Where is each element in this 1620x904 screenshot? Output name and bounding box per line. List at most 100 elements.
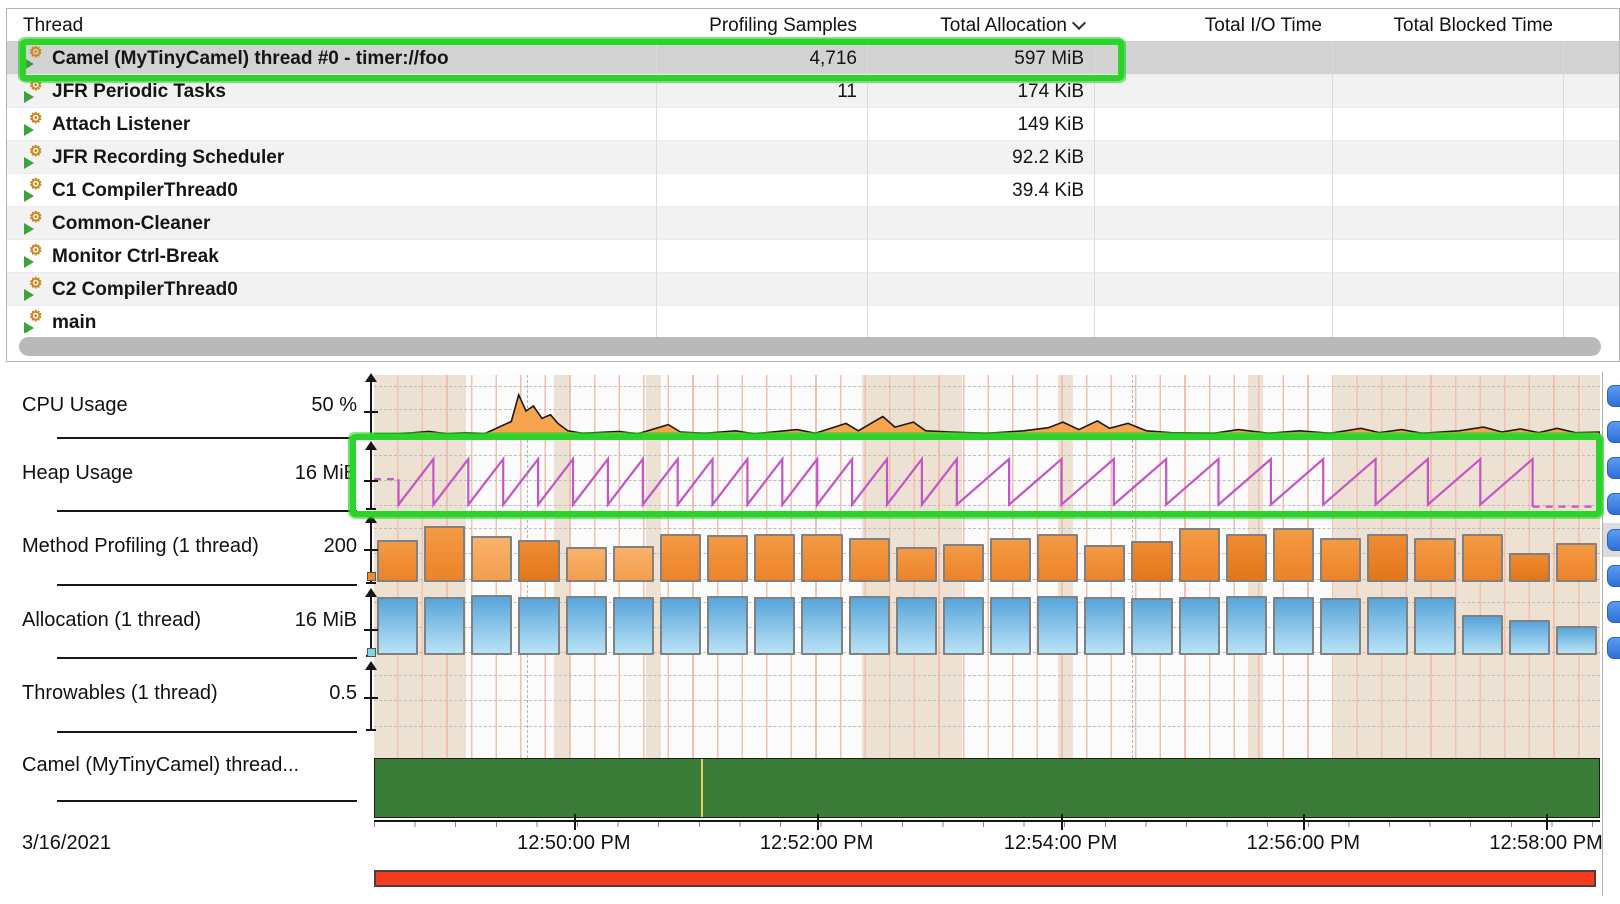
allocation-bar[interactable]: [1508, 620, 1550, 655]
thread-name-cell: ⚙ Attach Listener: [15, 108, 656, 141]
method-profiling-bar[interactable]: [754, 533, 796, 582]
method-profiling-bar[interactable]: [848, 538, 890, 582]
thread-table-row[interactable]: ⚙ main: [7, 306, 1619, 333]
thread-table-row[interactable]: ⚙ C2 CompilerThread0: [7, 273, 1619, 306]
allocation-bar[interactable]: [1178, 597, 1220, 655]
blocked-cell: [1332, 174, 1563, 207]
allocation-cell: [867, 273, 1094, 306]
chart-config-button-icon[interactable]: [1607, 529, 1620, 551]
chart-config-button-icon[interactable]: [1607, 565, 1620, 587]
allocation-bar[interactable]: [707, 596, 749, 655]
method-profiling-bar[interactable]: [565, 546, 607, 582]
chart-config-button-icon[interactable]: [1607, 457, 1620, 479]
allocation-bar[interactable]: [565, 596, 607, 655]
gridline: [374, 675, 1600, 677]
column-divider: [1094, 9, 1095, 339]
gridline: [374, 409, 1600, 411]
horizontal-scrollbar-thumb[interactable]: [19, 337, 1601, 356]
method-profiling-bar[interactable]: [1508, 552, 1550, 582]
method-profiling-bar[interactable]: [1272, 528, 1315, 582]
allocation-bar[interactable]: [1084, 597, 1126, 655]
method-profiling-bar[interactable]: [612, 545, 654, 582]
thread-table-row[interactable]: ⚙ JFR Periodic Tasks 11 174 KiB: [7, 75, 1619, 108]
chart-config-button-icon[interactable]: [1607, 493, 1620, 515]
y-axis-method: [364, 514, 378, 584]
allocation-bar[interactable]: [848, 596, 890, 655]
column-header-io[interactable]: Total I/O Time: [1094, 9, 1332, 42]
thread-name-cell: ⚙ C1 CompilerThread0: [15, 174, 656, 207]
axis-tick: [364, 479, 378, 482]
method-profiling-bar[interactable]: [1084, 544, 1126, 582]
samples-cell: [656, 306, 867, 333]
allocation-cell: 92.2 KiB: [1012, 146, 1084, 168]
method-profiling-bar[interactable]: [1367, 534, 1409, 582]
thread-activity-lane[interactable]: [374, 758, 1600, 818]
column-header-allocation[interactable]: Total Allocation: [867, 9, 1094, 42]
thread-gear-icon: ⚙: [29, 274, 43, 292]
thread-table-row[interactable]: ⚙ Attach Listener 149 KiB: [7, 108, 1619, 141]
allocation-bar[interactable]: [518, 597, 560, 655]
method-profiling-bar[interactable]: [1178, 527, 1220, 582]
method-profiling-bar[interactable]: [377, 539, 419, 582]
allocation-bar[interactable]: [895, 597, 937, 655]
method-profiling-bar[interactable]: [801, 534, 843, 582]
allocation-bar[interactable]: [1320, 598, 1362, 655]
chart-scale-heap: 16 MiB: [294, 461, 357, 484]
thread-play-triangle-icon: [24, 189, 34, 202]
allocation-bar[interactable]: [424, 596, 466, 655]
method-profiling-bar[interactable]: [1225, 534, 1267, 582]
method-profiling-bar[interactable]: [424, 526, 466, 582]
allocation-bar[interactable]: [1272, 597, 1315, 655]
method-profiling-bar[interactable]: [518, 539, 560, 582]
thread-table-row[interactable]: ⚙ Camel (MyTinyCamel) thread #0 - timer:/…: [7, 42, 1619, 75]
method-profiling-bar[interactable]: [895, 547, 937, 582]
allocation-bar[interactable]: [471, 594, 513, 655]
selected-time-range-bar[interactable]: [374, 870, 1596, 887]
thread-table-row[interactable]: ⚙ C1 CompilerThread0 39.4 KiB: [7, 174, 1619, 207]
allocation-bar[interactable]: [1555, 625, 1597, 655]
allocation-bar[interactable]: [990, 597, 1032, 655]
allocation-bar[interactable]: [1414, 597, 1456, 655]
allocation-bar[interactable]: [612, 597, 654, 655]
chart-config-button-icon[interactable]: [1607, 601, 1620, 623]
allocation-bar[interactable]: [942, 597, 984, 655]
thread-table-row[interactable]: ⚙ JFR Recording Scheduler 92.2 KiB: [7, 141, 1619, 174]
column-header-samples[interactable]: Profiling Samples: [656, 9, 867, 42]
method-profiling-bar[interactable]: [1320, 538, 1362, 582]
allocation-bar[interactable]: [1131, 598, 1173, 655]
allocation-bar[interactable]: [377, 597, 419, 655]
method-profiling-bar[interactable]: [1461, 534, 1503, 582]
thread-gear-icon: ⚙: [29, 76, 43, 94]
thread-gear-icon: ⚙: [29, 43, 43, 61]
allocation-bar[interactable]: [1461, 614, 1503, 655]
allocation-bar[interactable]: [1037, 596, 1079, 655]
thread-icon: ⚙: [23, 144, 47, 169]
row-separator: [7, 305, 1619, 306]
allocation-bar[interactable]: [801, 597, 843, 655]
column-divider: [1563, 9, 1564, 339]
thread-table-row[interactable]: ⚙ Monitor Ctrl-Break: [7, 240, 1619, 273]
method-profiling-bar[interactable]: [1131, 541, 1173, 582]
method-profiling-bar[interactable]: [1037, 534, 1079, 582]
thread-table-row[interactable]: ⚙ Common-Cleaner: [7, 207, 1619, 240]
chart-config-button-icon[interactable]: [1607, 421, 1620, 443]
method-profiling-bar[interactable]: [942, 543, 984, 582]
column-header-thread[interactable]: Thread: [7, 9, 656, 42]
method-profiling-bar[interactable]: [1555, 542, 1597, 582]
allocation-bar[interactable]: [1367, 597, 1409, 655]
chart-config-button-icon[interactable]: [1607, 637, 1620, 659]
column-header-blocked[interactable]: Total Blocked Time: [1332, 9, 1563, 42]
chart-config-button-icon[interactable]: [1607, 385, 1620, 407]
method-profiling-bar[interactable]: [707, 535, 749, 582]
allocation-bar[interactable]: [1225, 596, 1267, 655]
thread-play-triangle-icon: [24, 57, 34, 70]
allocation-bar[interactable]: [754, 597, 796, 655]
method-profiling-bar[interactable]: [659, 534, 702, 582]
thread-icon: ⚙: [23, 210, 47, 235]
samples-cell: [656, 141, 867, 174]
method-profiling-bar[interactable]: [1414, 538, 1456, 582]
method-profiling-bar[interactable]: [471, 535, 513, 582]
method-profiling-bar[interactable]: [990, 538, 1032, 582]
allocation-bar[interactable]: [659, 597, 702, 655]
io-cell: [1094, 306, 1332, 333]
